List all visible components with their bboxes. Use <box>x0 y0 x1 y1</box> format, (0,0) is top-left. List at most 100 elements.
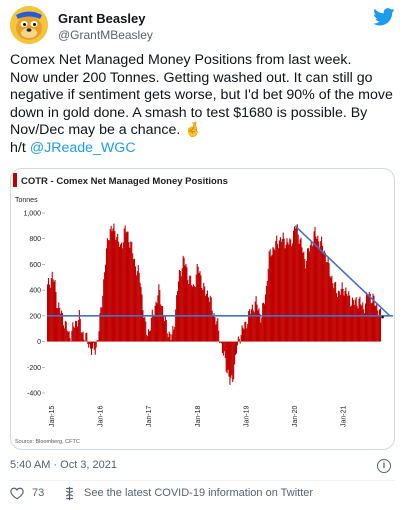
twitter-bird-icon[interactable] <box>373 8 395 26</box>
series-bar <box>266 280 268 342</box>
series-bar <box>85 333 87 342</box>
mention-link[interactable]: @JReade_WGC <box>29 139 136 156</box>
series-bar <box>222 341 224 356</box>
series-bar <box>133 258 136 342</box>
series-bar <box>210 297 212 342</box>
series-bar <box>288 244 290 342</box>
series-bar <box>56 308 58 342</box>
series-bar <box>57 308 59 342</box>
series-bar <box>212 316 214 342</box>
series-bar <box>189 275 191 342</box>
series-bar <box>47 284 49 342</box>
tweet-body: Comex Net Managed Money Positions from l… <box>10 52 393 138</box>
covid-info-icon <box>65 486 74 501</box>
series-bar <box>269 249 271 342</box>
series-bar <box>321 236 323 342</box>
series-bar <box>249 313 252 342</box>
series-bar <box>325 262 327 342</box>
series-bar <box>221 341 223 354</box>
series-bar <box>294 228 296 342</box>
series-bar <box>190 275 192 342</box>
series-bar <box>218 330 220 342</box>
series-bar <box>255 296 257 342</box>
series-bar <box>345 287 347 342</box>
series-bar <box>298 243 300 342</box>
series-bar <box>174 326 176 342</box>
series-bar <box>209 295 211 342</box>
series-bar <box>191 286 194 342</box>
series-bar <box>268 251 270 342</box>
series-bar <box>367 295 369 342</box>
series-bar <box>150 317 152 342</box>
series-bar <box>134 266 137 342</box>
series-bar <box>241 325 243 342</box>
series-bar <box>343 295 345 342</box>
heart-icon[interactable] <box>10 487 24 500</box>
series-bar <box>232 341 234 383</box>
hat-tip-label: h/t <box>10 139 30 156</box>
series-bar <box>307 248 310 342</box>
series-bar <box>248 311 250 342</box>
y-tick-label: 200 <box>29 313 41 320</box>
series-bar <box>330 277 332 342</box>
series-bar <box>101 307 103 342</box>
series-bar <box>93 341 95 350</box>
series-bar <box>279 237 281 342</box>
x-tick-label: Jan-17 <box>146 405 153 427</box>
series-bar <box>353 304 355 342</box>
author-name[interactable]: Grant Beasley <box>58 11 146 26</box>
series-bar <box>177 281 180 342</box>
series-bar <box>113 223 115 342</box>
series-bar <box>115 239 117 342</box>
series-bar <box>341 282 343 342</box>
series-bar <box>126 231 128 342</box>
series-bar <box>50 278 52 342</box>
series-bar <box>96 340 98 342</box>
series-bar <box>373 295 375 342</box>
series-bar <box>147 336 149 342</box>
series-bar <box>215 324 217 342</box>
series-bar <box>234 341 236 365</box>
chart-title: COTR - Comex Net Managed Money Positions <box>21 176 228 187</box>
series-bar <box>100 307 102 342</box>
series-bar <box>211 310 213 342</box>
series-bar <box>172 325 174 342</box>
series-bar <box>322 253 324 342</box>
series-bar <box>173 329 175 342</box>
series-bar <box>369 293 371 342</box>
timestamp[interactable]: 5:40 AM · Oct 3, 2021 <box>10 459 118 471</box>
series-bar <box>82 331 84 342</box>
series-bar <box>226 341 228 374</box>
chart-image[interactable]: COTR - Comex Net Managed Money Positions… <box>10 168 395 450</box>
series-bar <box>350 305 353 342</box>
series-bar <box>58 302 60 342</box>
series-bar <box>132 253 134 342</box>
series-bar <box>171 334 173 342</box>
series-bar <box>233 341 235 380</box>
series-bar <box>59 307 61 342</box>
series-bar <box>138 272 140 342</box>
series-bar <box>245 321 247 342</box>
series-bar <box>78 309 80 342</box>
series-bar <box>350 306 352 342</box>
avatar[interactable] <box>10 6 48 44</box>
series-bar <box>310 241 312 342</box>
info-icon[interactable]: i <box>377 459 391 473</box>
series-bar <box>161 306 163 342</box>
series-bar <box>370 303 372 342</box>
series-bars <box>47 223 382 385</box>
series-bar <box>319 247 321 342</box>
covid-info-link[interactable]: See the latest COVID-19 information on T… <box>84 487 314 499</box>
series-bar <box>270 256 272 342</box>
x-tick-label: Jan-18 <box>195 405 202 427</box>
series-bar <box>280 241 282 342</box>
series-bar <box>271 254 273 342</box>
series-bar <box>323 250 325 342</box>
series-bar <box>261 317 263 342</box>
series-bar <box>104 272 106 342</box>
author-handle[interactable]: @GrantMBeasley <box>58 28 153 42</box>
series-bar <box>324 252 326 342</box>
like-count: 73 <box>32 487 45 499</box>
series-bar <box>55 292 57 342</box>
series-bar <box>205 293 208 342</box>
